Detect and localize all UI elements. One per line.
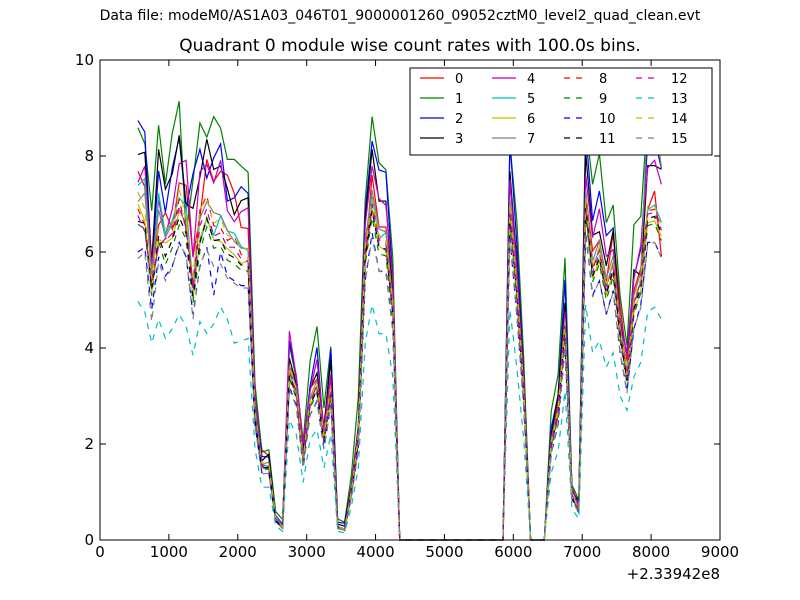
chart-title: Quadrant 0 module wise count rates with … [179,36,641,56]
legend-label-2: 2 [455,112,463,127]
series-line-13 [137,301,662,541]
x-tick-label: 0 [95,543,105,561]
y-tick-label: 6 [84,243,94,261]
x-tick-label: 9000 [701,543,739,561]
legend-label-15: 15 [671,132,688,147]
x-tick-label: 5000 [425,543,463,561]
legend-label-8: 8 [599,72,607,87]
legend-label-6: 6 [527,112,535,127]
plot-frame [99,59,721,541]
x-tick-label: 4000 [356,543,394,561]
series-line-12 [137,202,662,541]
y-tick-label: 0 [84,531,94,549]
legend-label-7: 7 [527,132,535,147]
tick-layer: 0 1000 2000 3000 4000 5000 6000 7000 8000 9000 0 2 4… [75,51,739,561]
x-offset-label: +2.33942e8 [627,565,720,583]
legend-label-14: 14 [671,112,688,127]
x-tick-label: 1000 [150,543,188,561]
x-tick-label: 3000 [288,543,326,561]
x-tick-label: 2000 [219,543,257,561]
y-tick-label: 10 [75,51,94,69]
legend-label-12: 12 [671,72,688,87]
series-line-9 [137,214,662,541]
legend-label-1: 1 [455,92,463,107]
x-tick-label: 7000 [563,543,601,561]
y-tick-label: 2 [84,435,94,453]
legend-label-4: 4 [527,72,535,87]
legend-box [409,67,713,156]
legend-label-9: 9 [599,92,607,107]
legend-label-0: 0 [455,72,463,87]
x-tick-label: 6000 [494,543,532,561]
legend-label-5: 5 [527,92,535,107]
series-layer [137,101,662,541]
y-tick-label: 8 [84,147,94,165]
legend-label-10: 10 [599,112,616,127]
y-tick-label: 4 [84,339,94,357]
series-line-11 [137,207,662,541]
legend-label-13: 13 [671,92,688,107]
figure-suptitle: Data file: modeM0/AS1A03_046T01_90000012… [99,8,701,24]
legend-label-11: 11 [599,132,616,147]
legend-label-3: 3 [455,132,463,147]
x-tick-label: 8000 [632,543,670,561]
